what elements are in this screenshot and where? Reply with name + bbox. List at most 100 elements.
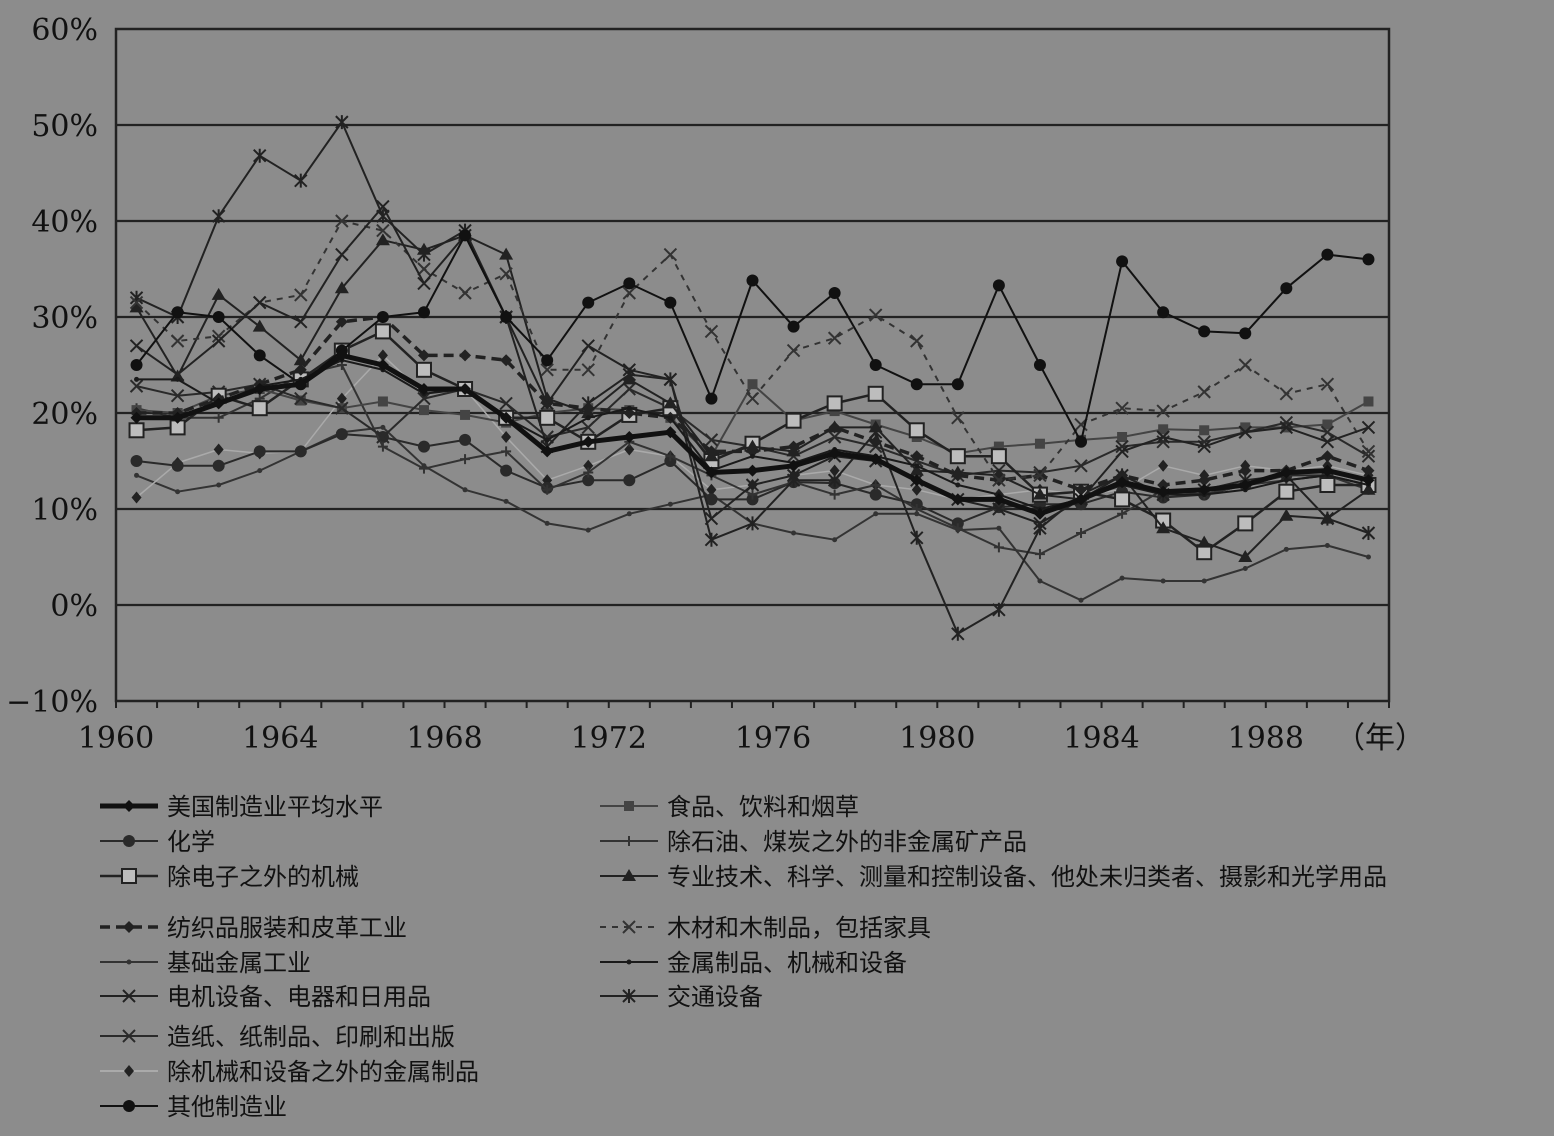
data-point (869, 453, 882, 466)
data-point (829, 489, 840, 500)
legend-label: 交通设备 (667, 983, 763, 1011)
data-point (123, 921, 135, 933)
data-point (1320, 511, 1335, 524)
data-point (252, 319, 267, 332)
data-point (1362, 474, 1375, 487)
data-point (582, 474, 595, 487)
legend-item: 金属制品、机械和设备 (600, 949, 907, 977)
data-point (665, 451, 676, 462)
x-tick-label: 1984 (1063, 721, 1139, 756)
x-tick-label: 1968 (406, 721, 482, 756)
data-point (460, 454, 471, 465)
data-point (582, 435, 595, 448)
data-point (211, 329, 226, 343)
data-point (624, 801, 634, 811)
data-point (951, 493, 964, 506)
data-point (1117, 432, 1128, 442)
data-point (745, 391, 760, 406)
data-point (832, 537, 838, 543)
x-tick-label: 1960 (78, 721, 154, 756)
legend-label: 化学 (167, 828, 215, 856)
data-point (211, 209, 226, 224)
data-point (130, 411, 143, 424)
data-point (827, 331, 842, 345)
data-point (704, 433, 719, 447)
data-point (294, 288, 308, 302)
data-point (952, 523, 963, 534)
data-point (1240, 422, 1251, 433)
data-point (705, 493, 718, 506)
data-point (1278, 483, 1295, 500)
data-point (377, 441, 388, 452)
data-point (910, 474, 923, 487)
data-point (664, 296, 677, 309)
data-point (216, 482, 222, 488)
data-point (581, 363, 595, 377)
data-point (622, 363, 637, 377)
data-point (335, 349, 348, 362)
data-point (1157, 306, 1170, 319)
data-point (294, 391, 308, 406)
data-point (791, 530, 797, 536)
x-axis-unit-label: （年） (1335, 721, 1425, 756)
data-point (459, 433, 472, 446)
data-point (867, 385, 884, 402)
data-point (460, 409, 471, 420)
data-point (1157, 479, 1170, 491)
data-point (622, 286, 637, 300)
data-point (376, 311, 389, 323)
data-point (126, 959, 132, 965)
data-point (544, 520, 550, 526)
data-point (992, 502, 1006, 516)
data-point (253, 383, 266, 395)
data-point (544, 437, 550, 443)
data-point (128, 422, 145, 439)
data-point (873, 511, 879, 517)
data-point (1034, 438, 1045, 449)
data-point (253, 295, 267, 310)
data-point (334, 281, 349, 294)
data-point (294, 378, 307, 391)
legend-item: 基础金属工业 (100, 949, 311, 977)
legend-label: 其他制造业 (167, 1093, 287, 1121)
data-point (1280, 466, 1293, 479)
data-point (1239, 464, 1252, 477)
data-point (501, 431, 512, 443)
data-point (581, 420, 595, 435)
data-point (542, 484, 553, 495)
data-point (1197, 439, 1211, 454)
data-point (704, 532, 719, 547)
data-point (993, 441, 1004, 452)
x-tick-label: 1964 (242, 721, 318, 756)
data-point (500, 464, 513, 477)
data-point (1365, 554, 1371, 560)
data-point (1037, 578, 1043, 584)
legend-item: 专业技术、科学、测量和控制设备、他处未归类者、摄影和光学用品 (600, 863, 1387, 891)
data-point (175, 376, 181, 382)
data-point (539, 409, 556, 426)
data-point (1238, 550, 1253, 562)
data-point (1321, 450, 1334, 463)
data-point (459, 229, 472, 242)
data-point (1075, 493, 1088, 506)
data-point (134, 472, 140, 478)
data-point (213, 443, 224, 456)
data-point (417, 306, 430, 319)
data-point (1034, 549, 1045, 560)
data-point (459, 349, 472, 362)
data-point (375, 233, 390, 246)
data-point (747, 489, 758, 500)
y-tick-label: 10% (31, 493, 98, 528)
data-point (992, 493, 1005, 506)
data-point (1320, 425, 1335, 439)
data-point (869, 359, 882, 371)
data-point (335, 247, 349, 262)
data-point (462, 487, 468, 493)
data-point (868, 308, 883, 322)
data-point (582, 296, 595, 309)
data-point (626, 511, 632, 517)
data-point (622, 869, 636, 881)
data-point (1033, 359, 1046, 371)
data-point (951, 378, 964, 391)
data-point (910, 450, 923, 463)
